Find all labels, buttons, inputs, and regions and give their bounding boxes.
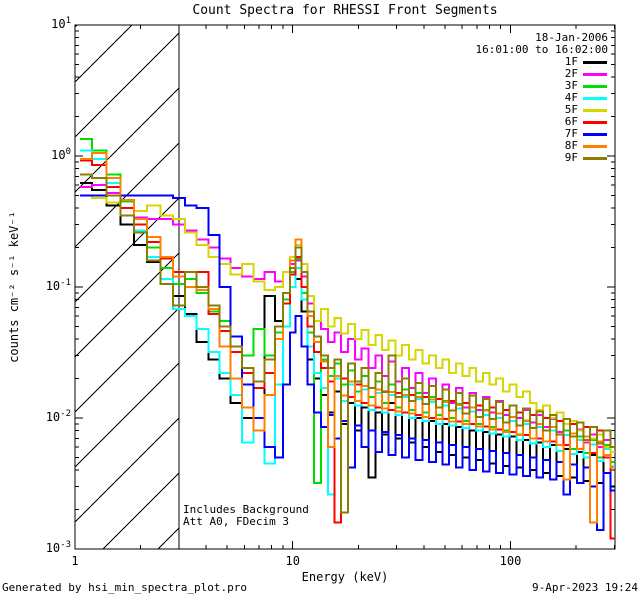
y-tick-label-1e0: 100 [51, 147, 71, 162]
x-tick-label-1: 1 [71, 554, 79, 568]
legend-label-9F: 9F [564, 151, 578, 164]
legend-label-2F: 2F [564, 67, 578, 80]
legend-swatch-3F [583, 85, 607, 88]
legend-swatch-2F [583, 73, 607, 76]
x-axis-label: Energy (keV) [301, 570, 389, 584]
y-tick-label-1e-2: 10-2 [45, 409, 71, 424]
render-timestamp: 9-Apr-2023 19:24 [532, 581, 638, 594]
legend-label-7F: 7F [564, 127, 578, 140]
legend-label-5F: 5F [564, 103, 578, 116]
y-tick-label-1e1: 101 [51, 16, 71, 31]
legend-swatch-9F [583, 157, 607, 160]
legend-label-8F: 8F [564, 139, 578, 152]
y-tick-label-1e-1: 10-1 [45, 278, 71, 293]
legend-swatch-6F [583, 121, 607, 124]
generator-credit: Generated by hsi_min_spectra_plot.pro [2, 581, 248, 594]
y-axis-label: counts cm⁻² s⁻¹ keV⁻¹ [7, 211, 21, 363]
legend-swatch-4F [583, 97, 607, 100]
legend-label-6F: 6F [564, 115, 578, 128]
x-tick-label-100: 100 [499, 554, 522, 568]
legend-swatch-7F [583, 133, 607, 136]
legend-label-1F: 1F [564, 55, 578, 68]
legend-label-4F: 4F [564, 91, 578, 104]
legend-swatch-5F [583, 109, 607, 112]
legend-swatch-1F [583, 61, 607, 64]
x-tick-label-10: 10 [285, 554, 300, 568]
y-tick-label-1e-3: 10-3 [45, 540, 71, 555]
page-title: Count Spectra for RHESSI Front Segments [192, 3, 498, 18]
legend-swatch-8F [583, 145, 607, 148]
legend-label-3F: 3F [564, 79, 578, 92]
